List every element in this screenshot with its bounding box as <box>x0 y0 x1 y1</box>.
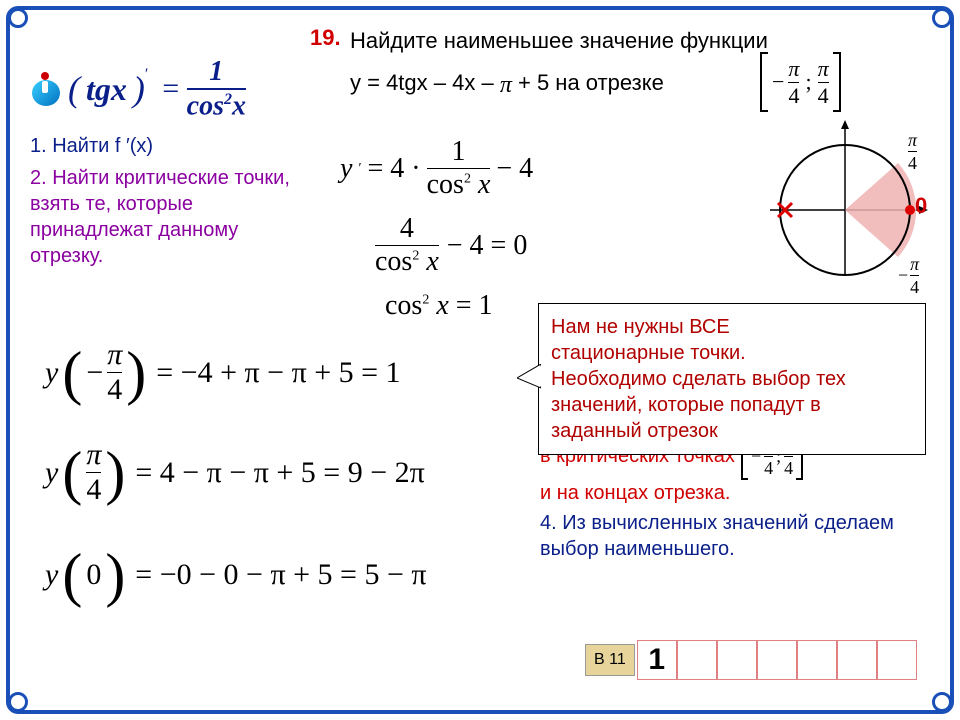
circle-label-top: π4 <box>908 131 917 172</box>
corner-ornament <box>8 692 28 712</box>
info-icon <box>30 72 62 106</box>
answer-cell-2 <box>677 640 717 680</box>
zero-label: 0 <box>915 193 927 219</box>
deriv-line-2: 4cos2 x − 4 = 0 <box>375 215 527 276</box>
problem-number: 19. <box>310 25 341 51</box>
callout-l1: Нам не нужны ВСЕ <box>551 314 913 340</box>
question-line1: Найдите наименьшее значение функции <box>350 28 768 54</box>
corner-ornament <box>932 8 952 28</box>
slide: 19. Найдите наименьшее значение функции … <box>0 0 960 720</box>
answer-cell-5 <box>797 640 837 680</box>
answer-row: В 11 1 <box>585 640 917 680</box>
eval-1: y ( − π4 ) = −4 + π − π + 5 = 1 <box>45 340 401 405</box>
callout-l5: заданный отрезок <box>551 418 913 444</box>
formula-derivative-tgx: ( tgx ) ′ = 1 cos2x <box>30 58 246 120</box>
question-line2: y = 4tgx – 4x – π + 5 на отрезке <box>350 70 664 99</box>
q-l2-post: + 5 на отрезке <box>518 70 664 95</box>
deriv-line-3: cos2 x = 1 <box>385 290 493 322</box>
callout-box: Нам не нужны ВСЕ стационарные точки. Нео… <box>538 303 926 455</box>
callout-l3: Необходимо сделать выбор тех <box>551 366 913 392</box>
step-2: 2. Найти критические точки, взять те, ко… <box>30 165 310 269</box>
deriv-line-1: y′ = 4 · 1cos2 x − 4 <box>340 138 533 199</box>
corner-ornament <box>8 8 28 28</box>
unit-circle-diagram: 0 π4 − π4 <box>760 115 930 285</box>
answer-cell-4 <box>757 640 797 680</box>
interval-bracket: − π4 ; π4 <box>760 52 841 112</box>
answer-cell-6 <box>837 640 877 680</box>
eval-3: y ( 0 ) = −0 − 0 − π + 5 = 5 − π <box>45 545 427 605</box>
callout-l4: значений, которые попадут в <box>551 392 913 418</box>
q-l2-pre: y = 4tgx – 4x – <box>350 70 494 95</box>
corner-ornament <box>932 692 952 712</box>
answer-cell-3 <box>717 640 757 680</box>
answer-label: В 11 <box>585 644 635 676</box>
eval-2: y ( π4 ) = 4 − π − π + 5 = 9 − 2π <box>45 440 425 505</box>
step-1: 1. Найти f ′(x) <box>30 135 153 158</box>
answer-cell-7 <box>877 640 917 680</box>
answer-cell-1: 1 <box>637 640 677 680</box>
step-3c: и на концах отрезка. <box>540 480 900 507</box>
pi-symbol: π <box>500 72 512 98</box>
circle-label-bottom: − π4 <box>898 255 919 296</box>
step-4: 4. Из вычисленных значений сделаем выбор… <box>540 510 910 562</box>
callout-l2: стационарные точки. <box>551 340 913 366</box>
